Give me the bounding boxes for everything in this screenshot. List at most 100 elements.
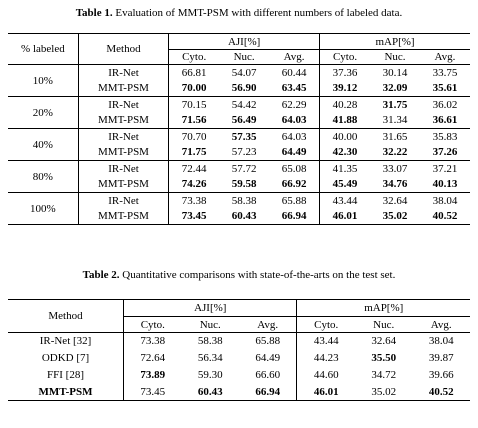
metric-value: 40.52 [419, 208, 470, 225]
metric-value: 60.43 [181, 383, 239, 401]
metric-value: 34.72 [371, 369, 397, 381]
metric-value: 58.38 [231, 194, 257, 207]
metric-value: 45.49 [319, 176, 371, 193]
metric-subheader: Avg. [269, 49, 320, 65]
metric-value: 54.42 [231, 98, 257, 111]
metric-subheader: Nuc. [219, 49, 270, 65]
metric-value: 66.92 [269, 176, 320, 193]
metric-value: 43.44 [296, 332, 355, 350]
metric-value: 31.75 [382, 98, 408, 111]
metric-value: 60.43 [219, 208, 270, 225]
table1: % labeled Method AJI[%] mAP[%] Cyto. Nuc. Avg.… [8, 33, 470, 225]
metric-value: 64.49 [255, 352, 281, 364]
metric-subheader: Avg. [419, 49, 470, 65]
metric-subheader: Cyto. [168, 49, 220, 65]
table2-caption-label: Table 2. [82, 269, 120, 281]
metric-value: 56.34 [197, 352, 223, 364]
labeled-percent: 10% [8, 64, 79, 97]
metric-value: 37.36 [319, 64, 371, 81]
metric-value: 71.56 [168, 112, 220, 129]
method-name: MMT-PSM [78, 208, 170, 225]
metric-value: 65.88 [281, 194, 307, 207]
metric-subheader: Nuc. [181, 316, 239, 333]
metric-value: 30.14 [382, 66, 408, 79]
method-name: IR-Net [78, 192, 170, 209]
metric-subheader: Nuc. [370, 49, 420, 65]
col-labeled-header: % labeled [8, 33, 79, 65]
table-row: MMT-PSM 73.45 60.43 66.94 46.01 35.02 40.52 [8, 383, 470, 401]
metric-value: 32.22 [370, 144, 420, 161]
metric-value: 36.02 [432, 98, 458, 111]
metric-value: 58.38 [197, 335, 223, 348]
aji-group-header: AJI[%] [168, 33, 320, 50]
labeled-percent: 80% [8, 160, 79, 193]
table1-subheader-row: Cyto. Nuc. Avg. Cyto. Nuc. Avg. [8, 49, 470, 65]
method-name: FFI [28] [8, 366, 125, 384]
metric-value: 39.12 [319, 80, 371, 97]
metric-value: 33.75 [432, 66, 458, 79]
table1-body: % labeled Method AJI[%] mAP[%] Cyto. Nuc. Avg.… [8, 33, 470, 225]
metric-value: 37.21 [432, 162, 458, 175]
method-name: MMT-PSM [78, 80, 170, 97]
metric-value: 38.04 [432, 194, 458, 207]
labeled-percent: 20% [8, 96, 79, 129]
metric-value: 66.94 [239, 383, 297, 401]
method-name: IR-Net [78, 96, 170, 113]
table-row: 80% IR-Net 72.44 57.72 65.08 41.35 33.07 37.21 [8, 160, 470, 193]
metric-value: 40.52 [412, 383, 470, 401]
table1-caption: Table 1. Evaluation of MMT-PSM with diff… [0, 7, 478, 19]
metric-value: 66.60 [255, 369, 281, 381]
metric-value: 72.64 [140, 352, 166, 364]
metric-value: 73.45 [123, 383, 182, 401]
table-row: 10% IR-Net 66.81 54.07 60.44 37.36 30.14 33.75 [8, 64, 470, 97]
metric-value: 62.29 [281, 98, 307, 111]
metric-value: 65.88 [255, 335, 281, 348]
method-name: MMT-PSM [8, 383, 125, 401]
metric-value: 57.35 [231, 130, 257, 143]
metric-value: 57.23 [219, 144, 270, 161]
metric-value: 35.02 [370, 208, 420, 225]
metric-value: 36.61 [419, 112, 470, 129]
method-name: IR-Net [78, 64, 170, 81]
labeled-percent: 100% [8, 192, 79, 225]
metric-value: 73.45 [168, 208, 220, 225]
table-row: ODKD [7] 72.64 56.34 64.49 44.23 35.50 39.87 [8, 349, 470, 367]
metric-value: 32.09 [370, 80, 420, 97]
metric-value: 70.70 [181, 130, 207, 143]
metric-value: 57.72 [231, 162, 257, 175]
metric-value: 39.87 [428, 352, 454, 364]
metric-value: 34.76 [370, 176, 420, 193]
metric-value: 71.75 [168, 144, 220, 161]
table-row: FFI [28] 73.89 59.30 66.60 44.60 34.72 39.66 [8, 366, 470, 384]
metric-value: 35.83 [432, 130, 458, 143]
metric-value: 66.81 [181, 66, 207, 79]
metric-value: 73.38 [140, 335, 166, 348]
table-row: 100% IR-Net 73.38 58.38 65.88 43.44 32.64 38.04 [8, 192, 470, 225]
metric-value: 41.88 [319, 112, 371, 129]
metric-value: 64.03 [281, 130, 307, 143]
labeled-percent: 40% [8, 128, 79, 161]
metric-value: 40.28 [319, 96, 371, 113]
table1-caption-label: Table 1. [75, 7, 113, 19]
method-name: ODKD [7] [8, 349, 125, 367]
method-name: IR-Net [78, 160, 170, 177]
metric-value: 73.89 [140, 369, 166, 381]
table-row: 40% IR-Net 70.70 57.35 64.03 40.00 31.65 35.83 [8, 128, 470, 161]
metric-subheader: Cyto. [296, 316, 355, 333]
metric-value: 56.90 [219, 80, 270, 97]
metric-value: 39.66 [428, 369, 454, 381]
table-row: MMT-PSM 71.75 57.23 64.49 42.30 32.22 37.26 [8, 144, 470, 161]
col-method-header: Method [8, 299, 125, 333]
metric-value: 60.44 [281, 66, 307, 79]
table1-caption-text: Evaluation of MMT-PSM with different num… [112, 7, 403, 19]
metric-subheader: Avg. [412, 316, 470, 333]
metric-value: 56.49 [219, 112, 270, 129]
table-row: MMT-PSM 73.45 60.43 66.94 46.01 35.02 40.52 [8, 208, 470, 225]
metric-value: 70.15 [181, 98, 207, 111]
metric-value: 72.44 [181, 162, 207, 175]
table2: Method AJI[%] mAP[%] Cyto. Nuc. Avg. Cyto. Nuc.… [8, 299, 470, 401]
metric-subheader: Cyto. [319, 49, 371, 65]
table1-header-row: % labeled Method AJI[%] mAP[%] [8, 33, 470, 65]
metric-value: 31.65 [382, 130, 408, 143]
table-row: 20% IR-Net 70.15 54.42 62.29 40.28 31.75 36.02 [8, 96, 470, 129]
